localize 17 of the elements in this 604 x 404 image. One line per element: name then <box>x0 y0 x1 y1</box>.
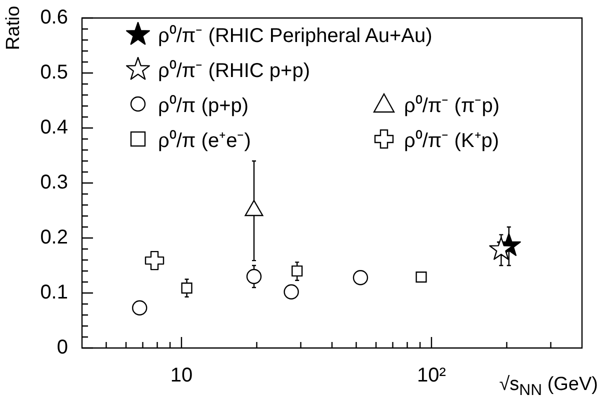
y-tick-label: 0.1 <box>40 282 68 304</box>
y-tick-label: 0 <box>56 336 68 359</box>
y-tick-label: 0.3 <box>40 172 68 194</box>
y-axis-title: Ratio <box>3 6 25 50</box>
x-tick-label: 10 <box>170 364 193 387</box>
legend-label: ρ⁰/π⁻ (RHIC p+p) <box>158 59 310 83</box>
legend-label: ρ⁰/π⁻ (K⁺p) <box>404 129 500 153</box>
legend-label: ρ⁰/π⁻ (π⁻p) <box>404 94 500 118</box>
legend-label: ρ⁰/π⁻ (RHIC Peripheral Au+Au) <box>158 24 432 48</box>
legend-label: ρ⁰/π (p+p) <box>158 94 249 118</box>
y-tick-label: 0.5 <box>40 62 68 84</box>
y-tick-label: 0.6 <box>40 6 68 29</box>
x-axis-title: √s$_{NN}$ (GeV) <box>499 374 598 400</box>
y-tick-label: 0.2 <box>40 226 68 249</box>
y-tick-label: 0.4 <box>40 116 68 139</box>
legend-label: ρ⁰/π (e⁺e⁻) <box>158 129 251 153</box>
x-tick-label: 10² <box>417 364 446 387</box>
